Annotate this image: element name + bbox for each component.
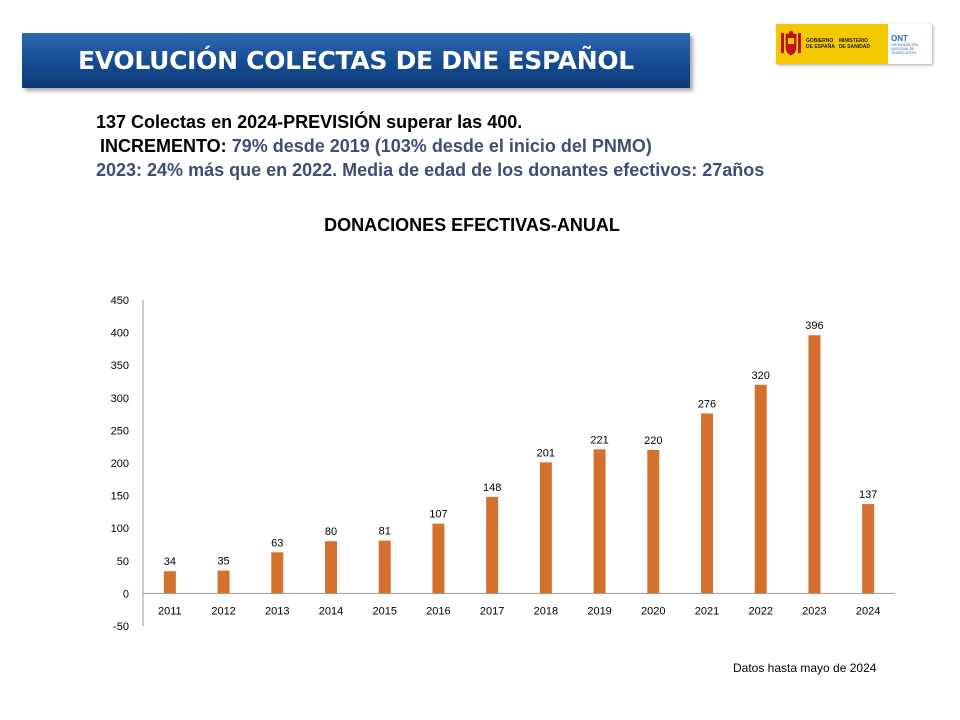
x-tick-label-2022: 2022 [748,605,772,617]
y-tick-label: 250 [111,425,129,437]
data-label-2011: 34 [164,556,176,568]
summary-text: 137 Colectas en 2024-PREVISIÓN superar l… [96,110,764,182]
logo-yellow-panel: GOBIERNO DE ESPAÑA MINISTERIO DE SANIDAD [776,24,888,64]
coat-of-arms-icon [781,30,801,56]
data-label-2018: 201 [537,447,555,459]
data-labels: 34 35 63 80 81 107 148 201 221 220 276 320 396 137 [164,320,878,568]
data-label-2014: 80 [325,526,337,538]
data-label-2012: 35 [217,556,229,568]
data-label-2022: 320 [752,370,770,382]
data-label-2016: 107 [429,509,447,521]
y-tick-label: 350 [111,360,129,372]
increment-value: 79% desde 2019 (103% desde el inicio del… [231,136,652,156]
x-tick-label-2015: 2015 [372,605,396,617]
y-tick-label: 100 [111,523,129,535]
data-label-2019: 221 [590,434,608,446]
bar-2019 [593,449,606,594]
x-tick-label-2016: 2016 [426,605,450,617]
bar-2024 [862,504,875,594]
bar-2021 [701,413,713,594]
bar-2023 [808,335,821,594]
data-label-2015: 81 [379,526,391,538]
y-tick-label: 50 [117,556,129,568]
bar-2014 [325,541,337,594]
data-label-2013: 63 [271,537,283,549]
y-tick-label: 300 [111,393,129,405]
x-tick-label-2011: 2011 [158,605,182,617]
data-label-2023: 396 [805,320,823,332]
bar-2011 [163,571,176,594]
summary-line-3: 2023: 24% más que en 2022. Media de edad… [96,160,765,180]
increment-label: INCREMENTO: [100,136,227,156]
bar-2020 [647,449,660,594]
logo-text-3: MINISTERIO [838,38,868,44]
bar-2022 [754,384,767,594]
summary-line-1: 137 Colectas en 2024-PREVISIÓN superar l… [96,112,523,132]
y-tick-label: 400 [111,328,129,340]
x-tick-label-2014: 2014 [319,605,343,617]
x-tick-label-2020: 2020 [641,605,665,617]
data-label-2017: 148 [483,482,501,494]
ont-name: ORGANIZACIÓN NACIONAL DE TRASPLANTES [891,42,919,55]
y-tick-label: 0 [123,588,129,600]
x-tick-label-2023: 2023 [802,605,826,617]
y-tick-label: 150 [111,491,129,503]
bar-2013 [271,552,284,594]
y-axis: -50 0 50 100 150 200 250 300 350 400 450 [111,295,144,633]
government-logo: GOBIERNO DE ESPAÑA MINISTERIO DE SANIDAD… [776,24,932,64]
ont-mark: ONT [891,33,908,43]
chart-title: DONACIONES EFECTIVAS-ANUAL [324,215,620,235]
data-label-2024: 137 [859,489,877,501]
y-tick-label: 200 [111,458,129,470]
x-tick-label-2021: 2021 [695,605,719,617]
page-title: EVOLUCIÓN COLECTAS DE DNE ESPAÑOL [78,46,634,75]
x-tick-label-2013: 2013 [265,605,289,617]
bars [163,335,875,594]
y-tick-label: -50 [113,621,129,633]
bar-2012 [217,570,230,594]
title-banner: EVOLUCIÓN COLECTAS DE DNE ESPAÑOL [22,33,690,88]
footnote: Datos hasta mayo de 2024 [733,661,877,675]
logo-text-2: DE ESPAÑA [806,44,835,50]
data-label-2020: 220 [644,435,662,447]
summary-line-2: INCREMENTO: 79% desde 2019 (103% desde e… [96,134,764,158]
ont-logo: ONT ORGANIZACIÓN NACIONAL DE TRASPLANTES [888,24,932,64]
x-tick-label-2017: 2017 [480,605,504,617]
x-tick-label-2012: 2012 [211,605,235,617]
x-tick-label-2024: 2024 [856,605,880,617]
y-tick-label: 450 [111,295,129,307]
x-tick-label-2018: 2018 [534,605,558,617]
bar-2017 [486,496,499,594]
bar-2015 [378,540,391,594]
bar-2018 [539,462,552,594]
x-tick-label-2019: 2019 [587,605,611,617]
x-axis: 2011 2012 2013 2014 2015 2016 2017 2018 2019 2020… [143,592,895,617]
data-label-2021: 276 [698,398,716,410]
logo-text-1: GOBIERNO [806,38,834,44]
bar-2016 [432,523,445,594]
logo-text-4: DE SANIDAD [838,44,870,50]
